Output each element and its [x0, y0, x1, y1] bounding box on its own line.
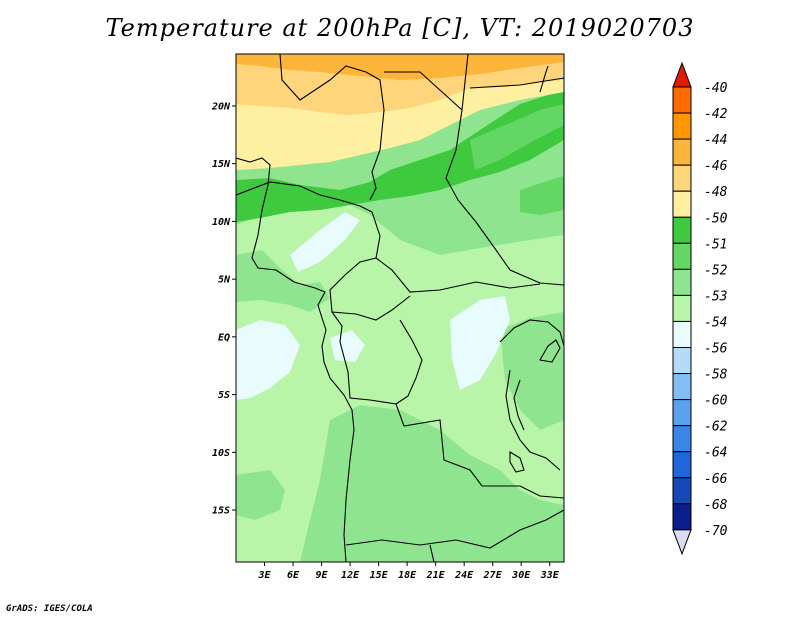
colorbar-swatch [672, 477, 692, 505]
lat-tick-label: 5N [218, 275, 231, 286]
map-borders [236, 54, 564, 562]
lat-tick-label: 5S [218, 390, 230, 401]
colorbar-label: -46 [704, 159, 728, 174]
lat-tick-label: EQ [218, 332, 230, 343]
colorbar-swatch [672, 451, 692, 479]
border-4 [469, 77, 564, 89]
border-13 [505, 369, 561, 471]
map-frame [235, 53, 565, 563]
lon-tick-label: 3E [257, 570, 271, 581]
border-2 [384, 54, 469, 112]
lon-tick-label: 30E [511, 570, 531, 581]
lon-tick-label: 6E [287, 570, 300, 581]
colorbar-label: -53 [704, 289, 727, 304]
colorbar: -40 -42 -44 -46 -48 -50 -51 -52 -53 -54 -56 -58 -60 -… [672, 61, 728, 556]
latitude-axis: 20N 15N 10N 5N EQ 5S 10S 15S [211, 101, 236, 517]
colorbar-swatch [672, 268, 692, 296]
colorbar-label: -58 [704, 368, 728, 383]
colorbar-swatch [672, 294, 692, 322]
border-17 [539, 65, 549, 93]
temperature-field [236, 54, 564, 562]
lat-tick-label: 10S [212, 448, 230, 459]
border-5 [236, 181, 373, 213]
colorbar-label: -56 [704, 342, 728, 357]
border-9 [395, 319, 423, 405]
lat-tick-label: 15S [212, 506, 230, 517]
border-10 [345, 509, 564, 549]
lat-tick-label: 10N [212, 217, 231, 228]
border-6 [371, 211, 541, 293]
lon-tick-label: 18E [398, 570, 417, 581]
coastline-west-africa [236, 157, 355, 562]
colorbar-swatch [672, 138, 692, 166]
colorbar-label: -50 [704, 211, 728, 226]
field-patch-west-green [236, 250, 330, 312]
colorbar-label: -52 [704, 263, 728, 278]
field-patch-pale-2 [236, 320, 300, 400]
colorbar-swatch [672, 425, 692, 453]
colorbar-label: -70 [704, 524, 728, 539]
colorbar-swatch [672, 216, 692, 244]
colorbar-label: -44 [704, 133, 727, 148]
colorbar-label: -40 [704, 81, 728, 96]
border-1 [279, 54, 385, 201]
field-patch-southwest-green [236, 470, 285, 520]
colorbar-label: -54 [704, 315, 727, 330]
colorbar-label: -42 [704, 107, 728, 122]
field-band-orange [236, 54, 564, 80]
colorbar-swatch [672, 373, 692, 401]
lon-tick-label: 15E [370, 570, 389, 581]
colorbar-swatch [672, 320, 692, 349]
longitude-axis: 3E 6E 9E 12E 15E 18E 21E 24E 27E 30E 33E [257, 562, 560, 581]
colorbar-label: -66 [704, 472, 728, 487]
border-8 [331, 311, 564, 499]
colorbar-swatch [672, 86, 692, 114]
border-3 [445, 109, 564, 286]
field-patch-south-green [300, 405, 564, 562]
colorbar-label: -62 [704, 420, 728, 435]
lat-tick-label: 15N [212, 159, 231, 170]
field-patch-pale-3 [450, 296, 510, 390]
colorbar-swatch [672, 503, 692, 531]
colorbar-swatch [672, 347, 692, 375]
colorbar-label: -68 [704, 498, 728, 513]
credit-label: GrADS: IGES/COLA [6, 604, 93, 614]
field-streak-dark-green-2 [236, 90, 564, 222]
colorbar-label: -51 [704, 237, 727, 252]
lon-tick-label: 33E [540, 570, 560, 581]
lon-tick-label: 12E [341, 570, 360, 581]
field-patch-pale-4 [330, 330, 365, 362]
colorbar-bottom-arrow [672, 529, 692, 556]
colorbar-label: -60 [704, 394, 728, 409]
field-streak-dark-green-3 [470, 104, 564, 170]
colorbar-swatch [672, 242, 692, 270]
colorbar-label: -48 [704, 185, 728, 200]
border-15 [513, 379, 525, 431]
colorbar-swatch [672, 112, 692, 140]
lon-tick-label: 27E [483, 570, 503, 581]
lon-tick-label: 21E [426, 570, 446, 581]
border-14 [539, 339, 561, 363]
map-title: Temperature at 200hPa [C], VT: 201902070… [105, 14, 695, 42]
border-11 [429, 544, 435, 562]
colorbar-top-arrow [672, 61, 692, 88]
field-streak-dark-green-4 [520, 176, 564, 215]
border-16 [509, 451, 525, 473]
colorbar-label: -64 [704, 446, 727, 461]
border-12 [499, 319, 564, 347]
colorbar-swatch [672, 190, 692, 218]
field-patch-pale-1 [290, 212, 360, 272]
lat-tick-label: 20N [211, 101, 231, 112]
lon-tick-label: 9E [316, 570, 329, 581]
field-patch-east-green [500, 312, 564, 430]
colorbar-swatch [672, 164, 692, 192]
colorbar-swatch [672, 399, 692, 427]
lon-tick-label: 24E [454, 570, 474, 581]
